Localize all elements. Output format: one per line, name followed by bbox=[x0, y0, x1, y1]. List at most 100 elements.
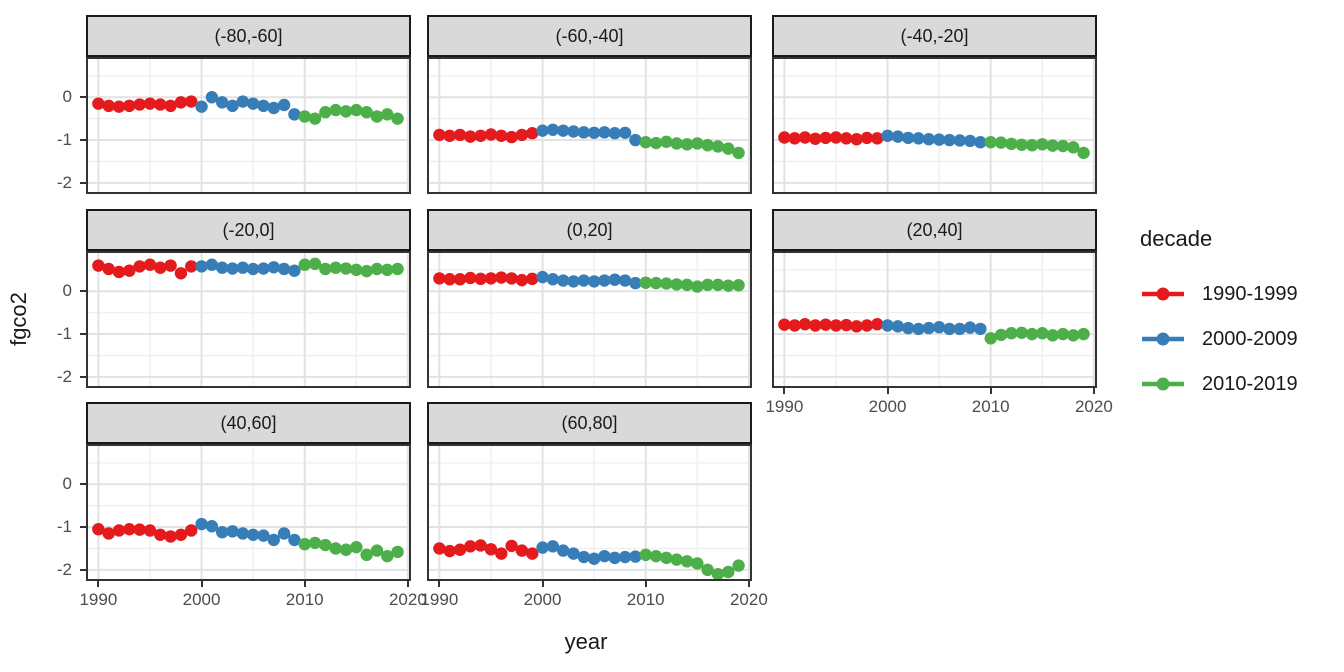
data-point bbox=[1067, 329, 1080, 342]
data-point bbox=[587, 126, 601, 139]
data-point bbox=[112, 524, 126, 537]
data-point bbox=[205, 258, 219, 271]
data-point bbox=[1025, 327, 1039, 341]
data-point bbox=[860, 319, 874, 332]
x-axis-tick bbox=[886, 388, 889, 394]
data-point bbox=[298, 110, 311, 123]
data-point bbox=[154, 528, 167, 541]
data-point bbox=[670, 553, 683, 566]
y-axis-tick bbox=[80, 333, 86, 336]
data-point bbox=[840, 132, 853, 145]
facet-strip-label: (-20,0] bbox=[222, 219, 275, 240]
data-point bbox=[381, 549, 394, 563]
data-point bbox=[143, 524, 157, 537]
data-point bbox=[778, 318, 791, 331]
data-point bbox=[288, 108, 301, 121]
data-point bbox=[649, 136, 663, 150]
x-axis-title: year bbox=[564, 629, 608, 654]
data-point bbox=[649, 549, 663, 563]
data-point bbox=[922, 321, 936, 335]
y-tick-label: -1 bbox=[56, 517, 72, 537]
x-axis-tick bbox=[783, 388, 786, 394]
data-point bbox=[963, 321, 977, 334]
data-point bbox=[154, 261, 167, 274]
data-point bbox=[505, 130, 518, 144]
y-axis-tick bbox=[80, 139, 86, 142]
data-point bbox=[133, 260, 146, 273]
data-point bbox=[639, 135, 652, 149]
data-point bbox=[577, 550, 591, 564]
legend-entry-label: 1990-1999 bbox=[1202, 282, 1298, 305]
data-point bbox=[901, 131, 915, 145]
data-point bbox=[391, 545, 404, 559]
data-point bbox=[443, 129, 456, 142]
data-point bbox=[798, 318, 812, 331]
data-point bbox=[829, 319, 843, 332]
facet-strip: (-60,-40] bbox=[427, 15, 752, 57]
data-point bbox=[164, 99, 177, 113]
data-point bbox=[891, 320, 905, 333]
x-tick-label: 2000 bbox=[182, 590, 221, 609]
x-tick-label: 2020 bbox=[1074, 397, 1113, 416]
data-point bbox=[484, 272, 498, 285]
data-point bbox=[984, 135, 997, 149]
data-point bbox=[339, 105, 353, 118]
facet-plot-area bbox=[86, 444, 411, 581]
data-point bbox=[288, 264, 301, 277]
data-point bbox=[850, 320, 863, 333]
facet-strip: (40,60] bbox=[86, 402, 411, 444]
data-point bbox=[133, 523, 146, 536]
data-point bbox=[92, 97, 105, 110]
y-axis-tick bbox=[80, 375, 86, 378]
data-point bbox=[319, 538, 332, 552]
data-point bbox=[536, 541, 549, 554]
data-point bbox=[143, 258, 157, 271]
data-point bbox=[133, 98, 146, 111]
y-tick-label: 0 bbox=[62, 474, 72, 494]
data-point bbox=[433, 128, 446, 142]
x-axis-tick bbox=[303, 581, 306, 587]
facet-strip: (-80,-60] bbox=[86, 15, 411, 57]
data-point bbox=[360, 106, 373, 119]
data-point bbox=[495, 129, 508, 142]
data-point bbox=[608, 273, 621, 286]
data-point bbox=[92, 522, 105, 536]
data-point bbox=[308, 536, 322, 550]
data-point bbox=[391, 112, 404, 125]
data-point bbox=[608, 127, 621, 140]
facet-plot-area bbox=[772, 57, 1097, 194]
data-point bbox=[215, 525, 229, 539]
data-point bbox=[556, 274, 570, 287]
data-point bbox=[691, 137, 704, 150]
facet-strip-label: (-80,-60] bbox=[214, 25, 283, 46]
data-point bbox=[123, 99, 136, 113]
data-point bbox=[464, 271, 477, 285]
data-point bbox=[984, 332, 997, 345]
data-point bbox=[257, 99, 270, 113]
data-point bbox=[298, 258, 311, 271]
data-point bbox=[257, 529, 270, 542]
legend-entry-label: 2000-2009 bbox=[1202, 327, 1298, 350]
data-point bbox=[329, 542, 342, 555]
data-point bbox=[185, 524, 198, 537]
data-point bbox=[1015, 326, 1028, 339]
data-point bbox=[236, 261, 250, 274]
data-point bbox=[226, 525, 239, 538]
legend-key-icon bbox=[1142, 287, 1184, 301]
data-point bbox=[819, 131, 832, 145]
y-axis-tick bbox=[80, 526, 86, 529]
x-axis-tick bbox=[438, 581, 441, 587]
data-point bbox=[474, 129, 487, 142]
x-tick-label: 1990 bbox=[79, 590, 118, 609]
data-point bbox=[205, 520, 219, 533]
data-point bbox=[629, 133, 642, 147]
data-point bbox=[556, 544, 570, 557]
data-point bbox=[922, 133, 936, 146]
data-point bbox=[526, 127, 539, 140]
data-point bbox=[536, 270, 549, 284]
data-point bbox=[629, 550, 642, 563]
data-point bbox=[691, 280, 704, 293]
data-point bbox=[329, 261, 342, 274]
data-point bbox=[567, 125, 580, 138]
facet-strip: (-20,0] bbox=[86, 209, 411, 251]
